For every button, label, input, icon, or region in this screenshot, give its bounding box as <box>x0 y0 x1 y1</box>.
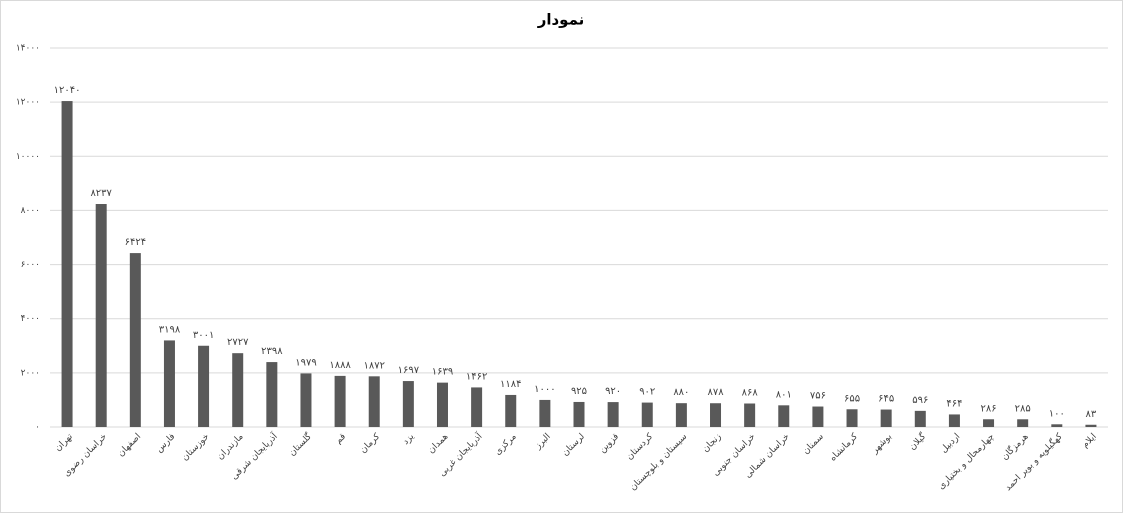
data-label: ۱۰۰ <box>1049 408 1065 419</box>
data-label: ۲۸۵ <box>1015 403 1031 414</box>
bar <box>232 353 244 427</box>
bar <box>334 375 346 427</box>
data-label: ۱۹۷۹ <box>295 357 316 368</box>
bar <box>539 399 551 427</box>
data-label: ۶۴۵ <box>878 394 894 405</box>
data-label: ۱۰۰۰ <box>534 384 555 395</box>
bar <box>675 403 687 427</box>
bar <box>983 419 995 427</box>
data-label: ۵۹۶ <box>912 395 928 406</box>
bar <box>266 362 278 427</box>
bar <box>95 204 107 427</box>
data-label: ۲۸۶ <box>980 403 996 414</box>
data-label: ۱۲۰۴۰ <box>54 85 81 96</box>
bar <box>471 387 483 427</box>
data-label: ۸۶۸ <box>742 388 759 399</box>
data-label: ۳۰۰۱ <box>193 330 214 341</box>
bar <box>129 253 141 427</box>
bar <box>1017 419 1029 427</box>
bar <box>436 382 448 427</box>
bar <box>846 409 858 427</box>
bar <box>402 381 414 427</box>
data-label: ۱۸۸۸ <box>329 360 351 371</box>
data-label: ۱۴۶۲ <box>466 371 487 382</box>
y-tick-label: ۲۰۰۰ <box>21 368 40 378</box>
data-label: ۹۲۵ <box>571 386 587 397</box>
bar <box>573 401 585 427</box>
bar <box>880 409 892 427</box>
y-tick-label: ۴۰۰۰ <box>21 314 40 324</box>
bar <box>368 376 380 427</box>
y-tick-label: ۱۲۰۰۰ <box>16 98 40 108</box>
data-label: ۶۴۲۴ <box>125 237 146 248</box>
bar <box>1051 424 1063 427</box>
data-label: ۹۲۰ <box>605 386 621 397</box>
bar <box>744 403 756 427</box>
bar <box>914 410 926 427</box>
bar <box>710 403 722 427</box>
y-tick-label: ۱۰۰۰۰ <box>16 152 40 162</box>
data-label: ۲۷۲۷ <box>227 337 249 348</box>
data-label: ۶۵۵ <box>844 393 860 404</box>
data-label: ۸۳ <box>1086 409 1097 420</box>
bar <box>1085 424 1097 427</box>
y-tick-label: ۰ <box>35 423 40 433</box>
data-label: ۸۰۱ <box>776 389 792 400</box>
bar <box>505 394 517 427</box>
bar <box>198 345 210 427</box>
data-label: ۹۰۲ <box>639 387 655 398</box>
data-label: ۱۸۷۲ <box>363 360 384 371</box>
y-tick-label: ۶۰۰۰ <box>21 260 40 270</box>
bar <box>641 402 653 427</box>
bar <box>607 402 619 427</box>
bar <box>948 414 960 427</box>
data-label: ۸۲۳۷ <box>90 188 112 199</box>
bar <box>163 340 175 427</box>
bar <box>61 101 73 427</box>
y-tick-label: ۱۴۰۰۰ <box>16 44 40 54</box>
data-label: ۸۸۰ <box>673 387 689 398</box>
data-label: ۱۶۹۷ <box>398 365 420 376</box>
chart-title: نمودار <box>537 11 585 29</box>
y-tick-label: ۸۰۰۰ <box>21 206 40 216</box>
bar <box>812 406 824 427</box>
bar <box>778 405 790 427</box>
bar <box>300 373 312 427</box>
data-label: ۸۷۸ <box>707 387 724 398</box>
data-label: ۱۶۳۹ <box>432 367 453 378</box>
data-label: ۷۵۶ <box>810 391 826 402</box>
data-label: ۲۳۹۸ <box>261 346 283 357</box>
data-label: ۴۶۴ <box>946 398 962 409</box>
data-label: ۱۱۸۴ <box>500 379 521 390</box>
data-label: ۳۱۹۸ <box>159 324 181 335</box>
